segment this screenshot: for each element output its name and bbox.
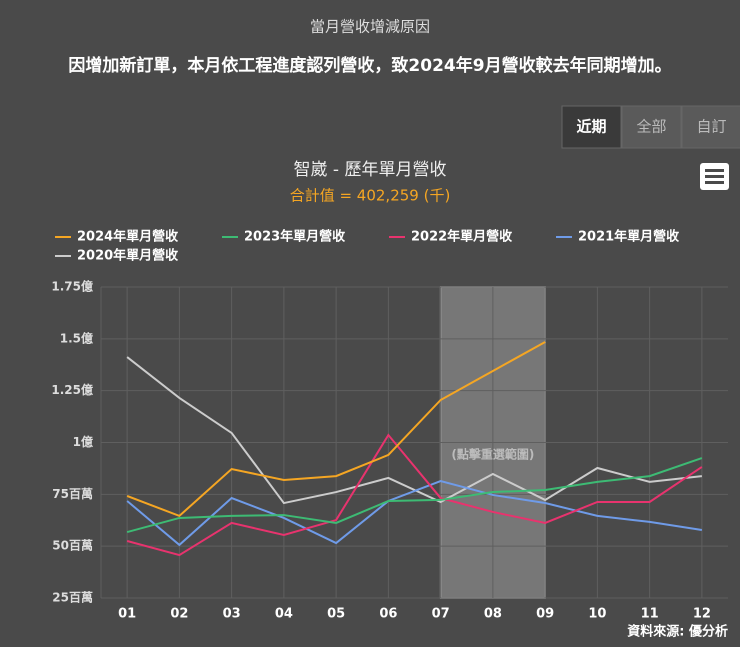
x-tick-label: 02 (170, 607, 188, 622)
y-tick-label: 50百萬 (52, 538, 93, 553)
x-tick-label: 09 (536, 607, 554, 622)
legend-label[interactable]: 2021年單月營收 (578, 229, 680, 245)
menu-bar (705, 181, 724, 184)
range-button-label[interactable]: 自訂 (696, 118, 726, 136)
x-tick-label: 03 (223, 607, 241, 622)
heading: 當月營收增減原因 (310, 18, 430, 36)
x-tick-label: 10 (588, 607, 606, 622)
x-tick-label: 08 (484, 607, 502, 622)
x-tick-label: 11 (641, 607, 659, 622)
range-button-label[interactable]: 全部 (636, 118, 666, 136)
legend-label[interactable]: 2022年單月營收 (411, 229, 513, 245)
x-tick-label: 04 (275, 607, 293, 622)
series-line (126, 480, 703, 547)
x-tick-label: 07 (432, 607, 450, 622)
range-button[interactable] (621, 105, 682, 149)
y-tick-label: 75百萬 (52, 486, 93, 501)
legend-label[interactable]: 2020年單月營收 (77, 248, 179, 264)
menu-icon[interactable] (700, 163, 729, 190)
summary: 因增加新訂單，本月依工程進度認列營收，致2024年9月營收較去年同期增加。 (68, 55, 671, 76)
chart-title: 智崴 - 歷年單月營收 (294, 160, 447, 180)
y-tick-label: 25百萬 (52, 590, 93, 605)
menu-bar (705, 175, 724, 178)
series-line (126, 433, 703, 557)
y-tick-label: 1.5億 (60, 330, 93, 345)
legend-label[interactable]: 2023年單月營收 (244, 229, 346, 245)
menu-bar (705, 169, 724, 172)
chart-subtitle: 合計值 = 402,259 (千) (290, 187, 451, 205)
y-tick-label: 1.75億 (51, 279, 93, 294)
highlight-label: (點擊重選範圍) (451, 447, 534, 462)
y-tick-label: 1.25億 (51, 382, 93, 397)
range-button[interactable] (561, 105, 622, 149)
series-line (126, 341, 546, 518)
x-tick-label: 12 (693, 607, 711, 622)
range-button-label[interactable]: 近期 (576, 118, 606, 136)
series-line (126, 457, 703, 534)
x-tick-label: 01 (118, 607, 136, 622)
legend-label[interactable]: 2024年單月營收 (77, 229, 179, 245)
range-button[interactable] (681, 105, 740, 149)
y-tick-label: 1億 (73, 434, 93, 449)
x-tick-label: 05 (327, 607, 345, 622)
source: 資料來源: 優分析 (627, 624, 728, 640)
x-tick-label: 06 (379, 607, 397, 622)
